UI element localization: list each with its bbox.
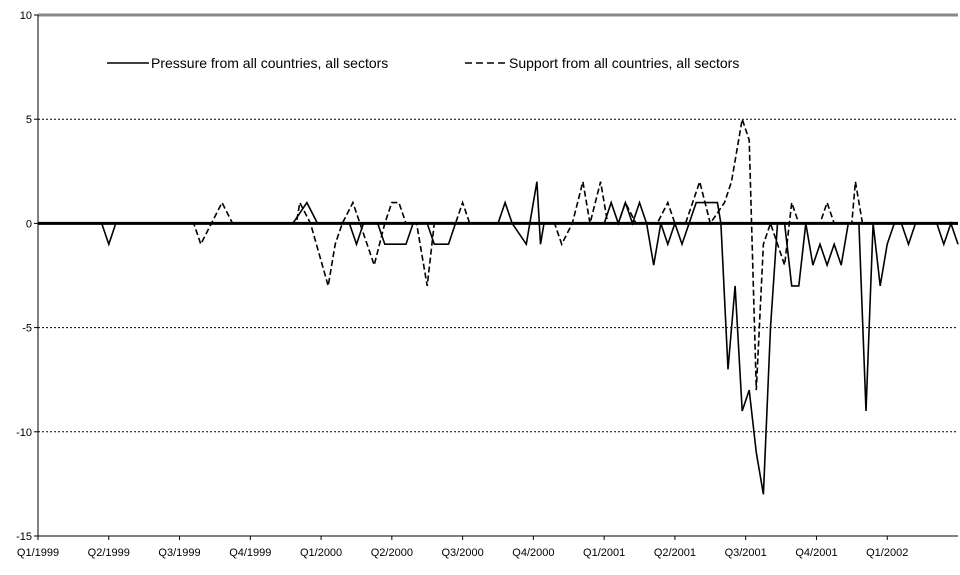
- grid-layer: [38, 13, 958, 433]
- legend: Pressure from all countries, all sectors…: [107, 55, 739, 71]
- x-tick-label: Q4/1999: [229, 547, 271, 559]
- legend-label-support: Support from all countries, all sectors: [509, 55, 739, 71]
- y-tick-label: -15: [16, 531, 32, 543]
- series-layer: [38, 118, 959, 495]
- series-line-pressure: [38, 181, 959, 495]
- x-tick-label: Q2/1999: [88, 547, 130, 559]
- x-tick-label: Q2/2001: [654, 547, 696, 559]
- x-tick-label: Q1/1999: [17, 547, 59, 559]
- x-tick-label: Q3/2000: [442, 547, 484, 559]
- x-tick-label: Q3/1999: [158, 547, 200, 559]
- x-tick-label: Q1/2001: [583, 547, 625, 559]
- x-tick-label: Q1/2000: [300, 547, 342, 559]
- y-tick-label: 5: [26, 114, 32, 126]
- y-tick-label: 10: [20, 10, 32, 22]
- y-tick-label: -5: [22, 323, 32, 335]
- x-tick-label: Q3/2001: [725, 547, 767, 559]
- series-line-support: [38, 118, 958, 391]
- x-tick-label: Q4/2001: [795, 547, 837, 559]
- axis-layer: -15 -10 -5 0 5 10 Q1/1999 Q2/1999 Q3/1999 Q4/1999…: [16, 10, 958, 559]
- x-tick-label: Q2/2000: [371, 547, 413, 559]
- legend-label-pressure: Pressure from all countries, all sectors: [151, 55, 388, 71]
- x-tick-label: Q1/2002: [866, 547, 908, 559]
- y-tick-label: 0: [26, 218, 32, 230]
- y-tick-label: -10: [16, 427, 32, 439]
- x-tick-label: Q4/2000: [512, 547, 554, 559]
